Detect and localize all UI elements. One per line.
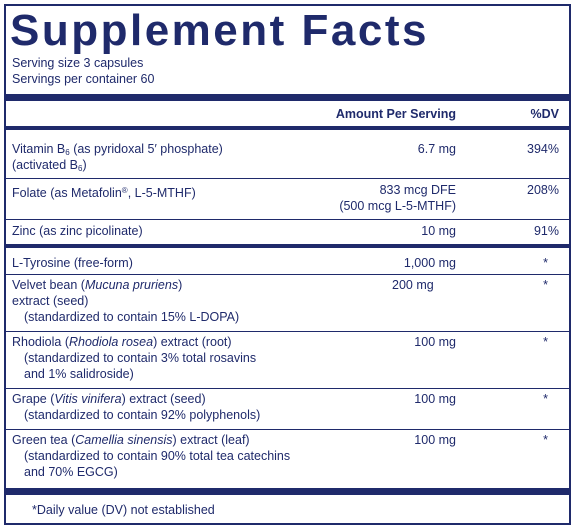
nutrient-dv: 394%: [527, 142, 559, 156]
ingredient-dv: *: [543, 392, 548, 406]
ingredient-standardization: (standardized to contain 90% total tea c…: [24, 449, 291, 463]
nutrient-name: Vitamin B6 (as pyridoxal 5′ phosphate): [12, 142, 223, 157]
nutrient-name: Folate (as Metafolin®, L-5-MTHF): [12, 186, 196, 200]
nutrient-dv: 91%: [533, 224, 559, 238]
supplement-facts-panel: Supplement Facts Serving size 3 capsules…: [4, 4, 571, 525]
ingredient-dv: *: [543, 256, 548, 270]
nutrient-name: Zinc (as zinc picolinate): [12, 224, 143, 238]
ingredient-standardization: and 1% salidroside): [24, 367, 134, 381]
footer-divider: [6, 488, 569, 495]
ingredient-standardization: (standardized to contain 92% polyphenols…: [24, 408, 261, 422]
dv-header: %DV: [530, 107, 559, 121]
ingredient-amount: 200 mg: [392, 278, 434, 292]
nutrient-subtext: (activated B6): [12, 158, 87, 173]
ingredient-dv: *: [543, 335, 548, 349]
ingredient-amount: 1,000 mg: [403, 256, 456, 270]
ingredient-amount: 100 mg: [414, 392, 456, 406]
ingredient-dv: *: [543, 433, 548, 447]
nutrient-amount: 10 mg: [421, 224, 456, 238]
row-divider: [6, 429, 569, 430]
ingredient-standardization: (standardized to contain 15% L-DOPA): [24, 310, 240, 324]
panel-title: Supplement Facts: [10, 6, 429, 55]
nutrient-amount-detail: (500 mcg L-5-MTHF): [339, 199, 456, 213]
ingredient-subtext: extract (seed): [12, 294, 89, 308]
row-divider: [6, 274, 569, 275]
header-divider: [6, 94, 569, 101]
ingredient-name: Rhodiola (Rhodiola rosea) extract (root): [12, 335, 232, 349]
servings-per-container: Servings per container 60: [12, 72, 155, 86]
ingredient-amount: 100 mg: [414, 433, 456, 447]
nutrient-amount: 833 mcg DFE: [379, 183, 456, 197]
column-header-divider: [6, 126, 569, 130]
ingredient-name: Green tea (Camellia sinensis) extract (l…: [12, 433, 250, 447]
row-divider: [6, 388, 569, 389]
row-divider: [6, 178, 569, 179]
ingredient-name: Grape (Vitis vinifera) extract (seed): [12, 392, 206, 406]
nutrient-dv: 208%: [527, 183, 559, 197]
nutrient-amount: 6.7 mg: [417, 142, 456, 156]
ingredient-standardization: and 70% EGCG): [24, 465, 118, 479]
ingredient-dv: *: [543, 278, 548, 292]
serving-size: Serving size 3 capsules: [12, 56, 144, 70]
row-divider: [6, 331, 569, 332]
ingredient-standardization: (standardized to contain 3% total rosavi…: [24, 351, 257, 365]
row-divider: [6, 219, 569, 220]
footnote: *Daily value (DV) not established: [32, 503, 215, 517]
ingredient-amount: 100 mg: [414, 335, 456, 349]
ingredient-name: L-Tyrosine (free-form): [12, 256, 133, 270]
ingredient-name: Velvet bean (Mucuna pruriens): [12, 278, 183, 292]
section-divider: [6, 244, 569, 248]
amount-header: Amount Per Serving: [335, 107, 456, 121]
